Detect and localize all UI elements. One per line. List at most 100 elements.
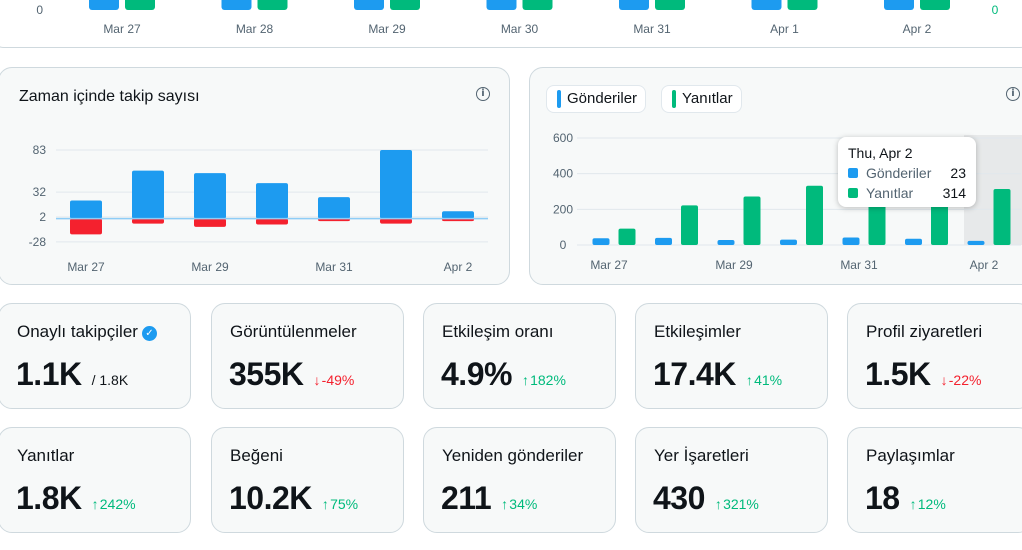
x-tick-label: Mar 31: [633, 22, 671, 36]
top-bar-green: [390, 0, 420, 10]
metric-title: Etkileşim oranı: [442, 322, 554, 341]
y-axis-label-right: 0: [992, 3, 999, 17]
metric-card-reposts[interactable]: Yeniden gönderiler 211 ↑ 34%: [423, 427, 616, 533]
y-tick-label: 83: [33, 143, 47, 157]
bar-replies: [618, 228, 636, 245]
metric-value: 355K: [229, 356, 304, 392]
metric-value-row: 355K ↓ -49%: [229, 356, 354, 393]
bar-followers-gained: [70, 200, 102, 219]
info-icon[interactable]: i: [476, 87, 490, 101]
metric-title: Etkileşimler: [654, 322, 741, 341]
metric-title: Beğeni: [230, 446, 283, 465]
legend-chip-posts[interactable]: Gönderiler: [546, 85, 647, 113]
top-chart-card: 0 0 Mar 27 Mar 28 Mar 29 Mar 30 Mar 31 Apr 1 Apr…: [0, 0, 1022, 48]
y-axis-label-left: 0: [36, 3, 43, 17]
metric-delta-value: 75%: [330, 496, 359, 512]
x-tick-label: Mar 31: [315, 260, 353, 274]
legend-label-replies: Yanıtlar: [682, 90, 733, 107]
chart-tooltip: Thu, Apr 2 Gönderiler 23 Yanıtlar 314: [838, 137, 976, 207]
top-bar-blue: [221, 0, 252, 10]
bar-followers-gained: [132, 170, 164, 219]
arrow-up-icon: ↑: [91, 496, 99, 512]
metric-delta: ↑ 12%: [910, 496, 946, 512]
legend-label-posts: Gönderiler: [567, 90, 638, 107]
metric-title-text: Onaylı takipçiler: [17, 322, 138, 341]
y-tick-label: 32: [33, 185, 47, 199]
tooltip-row-replies: Yanıtlar 314: [848, 185, 966, 201]
bar-posts: [905, 238, 922, 245]
metric-value-row: 10.2K ↑ 75%: [229, 480, 358, 517]
tooltip-label-replies: Yanıtlar: [866, 185, 914, 201]
bar-followers-lost: [194, 218, 226, 227]
top-bar-blue: [751, 0, 782, 10]
follow-chart: 83 32 2 -28 Mar 27 Mar 29 Mar 31 Apr 2: [29, 143, 488, 274]
x-tick-label: Mar 29: [191, 260, 229, 274]
bar-replies: [681, 205, 698, 245]
legend-swatch-replies: [672, 90, 676, 108]
tooltip-label-posts: Gönderiler: [866, 165, 932, 181]
metric-title: Onaylı takipçiler ✓: [17, 322, 157, 342]
metric-card-engagements[interactable]: Etkileşimler 17.4K ↑ 41%: [635, 303, 828, 409]
metric-delta-value: 321%: [723, 496, 759, 512]
y-tick-label: -28: [29, 235, 47, 249]
x-tick-label: Mar 27: [103, 22, 141, 36]
tooltip-swatch-replies: [848, 188, 858, 198]
y-tick-label: 0: [560, 238, 567, 252]
bar-followers-lost: [256, 218, 288, 225]
metric-delta: ↑ 41%: [746, 372, 782, 388]
legend-chip-replies[interactable]: Yanıtlar: [661, 85, 742, 113]
metric-delta-value: 12%: [917, 496, 946, 512]
x-tick-label: Apr 2: [444, 260, 473, 274]
x-tick-label: Mar 29: [715, 258, 753, 272]
top-bar-green: [257, 0, 288, 10]
metric-title: Paylaşımlar: [866, 446, 955, 465]
metric-title: Görüntülenmeler: [230, 322, 357, 341]
metric-value-row: 1.8K ↑ 242%: [16, 480, 136, 517]
metric-value: 211: [441, 480, 492, 516]
x-tick-label: Mar 31: [840, 258, 878, 272]
arrow-up-icon: ↑: [521, 372, 529, 388]
metric-card-replies[interactable]: Yanıtlar 1.8K ↑ 242%: [0, 427, 191, 533]
info-icon[interactable]: i: [1006, 87, 1020, 101]
follow-chart-title: Zaman içinde takip sayısı: [19, 88, 200, 105]
metric-value: 10.2K: [229, 480, 312, 516]
x-tick-label: Mar 29: [368, 22, 406, 36]
arrow-down-icon: ↓: [940, 372, 948, 388]
x-tick-label: Apr 1: [770, 22, 799, 36]
arrow-up-icon: ↑: [501, 496, 509, 512]
metric-value: 18: [865, 480, 900, 516]
metric-card-engagement-rate[interactable]: Etkileşim oranı 4.9% ↑ 182%: [423, 303, 616, 409]
bar-replies: [806, 185, 823, 245]
bar-posts: [967, 240, 985, 245]
tooltip-swatch-posts: [848, 168, 858, 178]
top-bar-green: [125, 0, 155, 10]
top-bar-green: [787, 0, 818, 10]
top-chart: 0 0 Mar 27 Mar 28 Mar 29 Mar 30 Mar 31 Apr 1 Apr…: [36, 0, 999, 36]
metric-title: Yer İşaretleri: [654, 446, 749, 465]
bar-replies: [743, 196, 761, 245]
metric-card-bookmarks[interactable]: Yer İşaretleri 430 ↑ 321%: [635, 427, 828, 533]
metric-value-row: 211 ↑ 34%: [441, 480, 537, 517]
top-bar-blue: [354, 0, 384, 10]
top-bar-green: [522, 0, 553, 10]
top-bar-green: [920, 0, 950, 10]
bar-posts: [655, 237, 672, 245]
top-bar-blue: [884, 0, 914, 10]
bar-posts: [592, 238, 610, 245]
x-tick-label: Mar 28: [236, 22, 274, 36]
metric-card-profile-visits[interactable]: Profil ziyaretleri 1.5K ↓ -22%: [847, 303, 1022, 409]
top-bar-green: [655, 0, 685, 10]
follow-chart-card: [0, 67, 510, 285]
top-bar-blue: [619, 0, 649, 10]
metric-card-likes[interactable]: Beğeni 10.2K ↑ 75%: [211, 427, 404, 533]
metric-title: Profil ziyaretleri: [866, 322, 983, 341]
bar-followers-gained: [194, 173, 226, 219]
metric-value: 430: [653, 480, 705, 516]
metric-card-verified-followers[interactable]: Onaylı takipçiler ✓ 1.1K / 1.8K: [0, 303, 191, 409]
metric-card-shares[interactable]: Paylaşımlar 18 ↑ 12%: [847, 427, 1022, 533]
metric-delta-value: 34%: [509, 496, 538, 512]
arrow-up-icon: ↑: [321, 496, 329, 512]
metric-card-impressions[interactable]: Görüntülenmeler 355K ↓ -49%: [211, 303, 404, 409]
metric-delta-value: 41%: [754, 372, 783, 388]
bar-followers-gained: [380, 150, 412, 219]
